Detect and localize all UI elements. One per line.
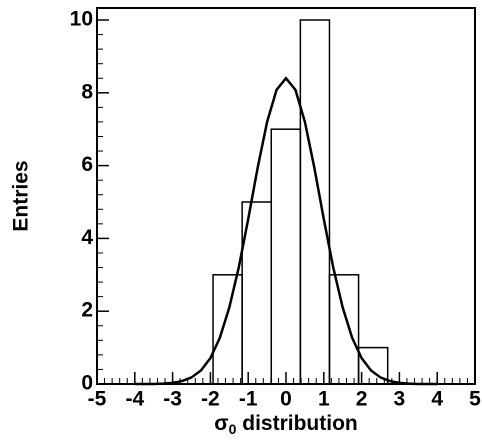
x-tick-label: -5 — [88, 388, 107, 411]
bar — [328, 274, 360, 385]
y-tick-label: 4 — [81, 226, 93, 249]
y-tick-label: 10 — [70, 8, 93, 31]
bar — [270, 128, 302, 385]
x-axis-label-symbol: σ — [214, 412, 228, 435]
y-tick-label: 6 — [81, 153, 93, 176]
x-tick-label: -1 — [239, 388, 258, 411]
x-tick-label: 0 — [280, 388, 292, 411]
y-tick-label: 2 — [81, 299, 93, 322]
x-tick-label: 1 — [318, 388, 330, 411]
x-axis-label-word: distribution — [242, 412, 357, 435]
x-tick-label: -3 — [163, 388, 182, 411]
y-tick-label: 0 — [81, 372, 93, 395]
x-tick-label: -2 — [201, 388, 220, 411]
bar — [212, 274, 243, 385]
y-tick-label: 8 — [81, 80, 93, 103]
x-tick-label: 4 — [431, 388, 443, 411]
y-axis-label: Entries — [10, 160, 33, 231]
x-tick-label: -4 — [125, 388, 144, 411]
x-tick-label: 3 — [394, 388, 406, 411]
fit-curve — [134, 76, 438, 386]
x-tick-label: 2 — [356, 388, 368, 411]
plot-frame — [96, 7, 476, 385]
x-axis-label: σ0 distribution — [214, 412, 358, 437]
bar — [299, 19, 331, 385]
x-tick-label: 5 — [469, 388, 481, 411]
x-axis-label-subscript: 0 — [229, 421, 237, 437]
